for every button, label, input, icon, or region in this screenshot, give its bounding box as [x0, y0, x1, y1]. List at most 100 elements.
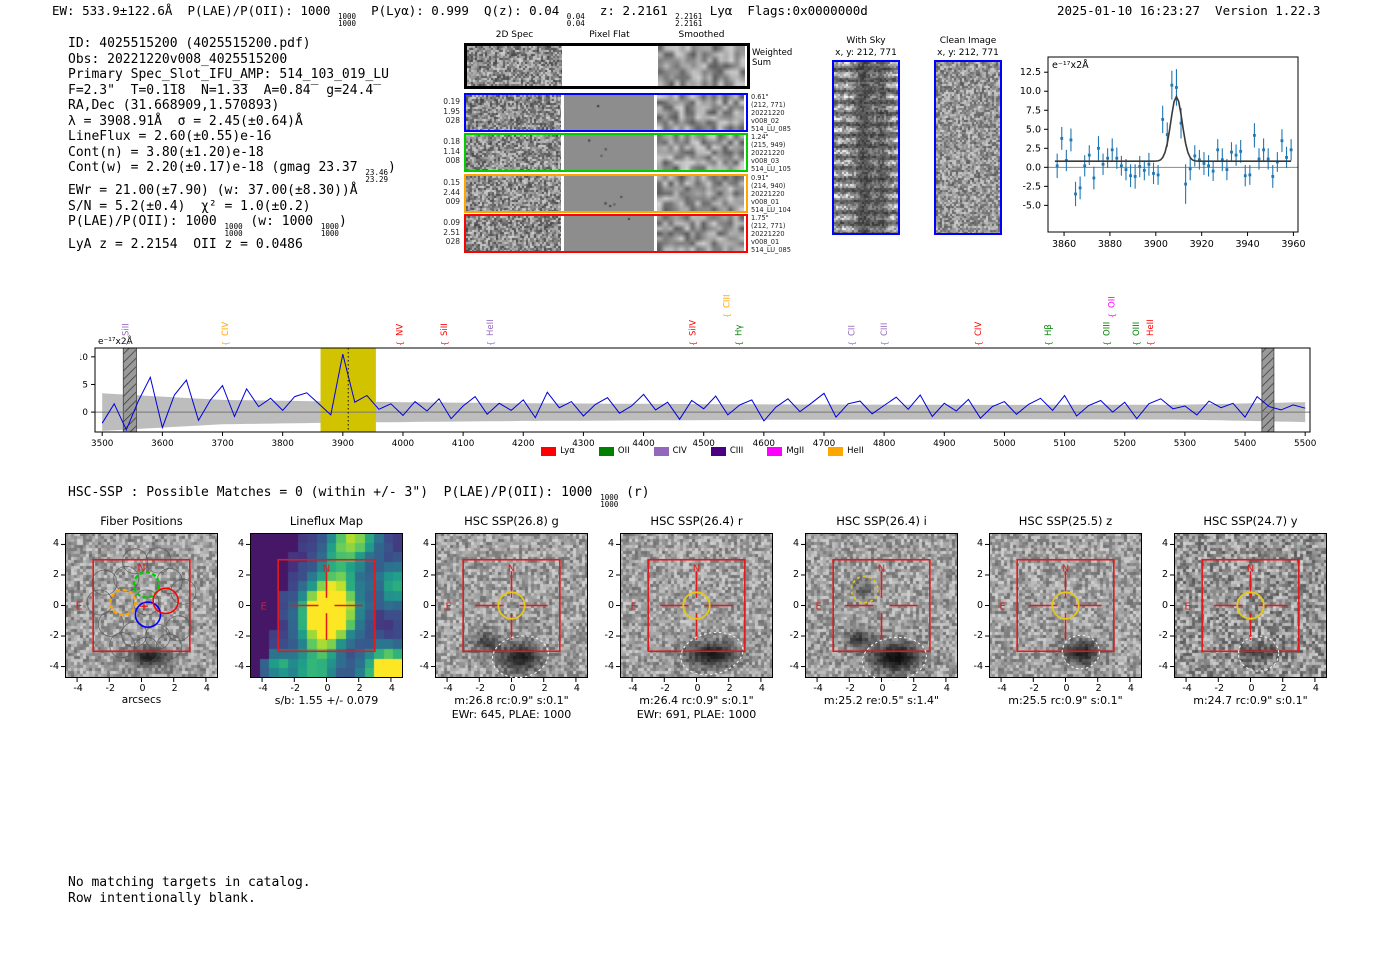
svg-text:{: {	[880, 341, 889, 346]
legend-swatch-MgII	[767, 446, 783, 456]
panel-6-xtick: 4	[1312, 683, 1319, 694]
panel-4-ytick: -2	[789, 630, 799, 642]
info-line-1: Obs: 20221220v008_4025515200	[68, 52, 396, 68]
svg-text:3860: 3860	[1052, 239, 1076, 250]
svg-text:7.5: 7.5	[1026, 105, 1041, 116]
panel-1-ytick: 0	[237, 599, 244, 611]
info-segment: Primary Spec_Slot_IFU_AMP: 514_103_019_L…	[68, 67, 389, 82]
header-segment: Lyα Flags:0x0000000d	[702, 3, 868, 18]
legend-swatch-HeII	[828, 446, 844, 456]
svg-text:SiII: SiII	[122, 323, 132, 336]
stacked-limits: 23.46 23.29	[365, 168, 388, 184]
svg-text:3920: 3920	[1190, 239, 1214, 250]
svg-text:3700: 3700	[211, 439, 234, 449]
info-segment: Cont(w) = 2.20(±0.17)e-18 (gmag 23.37	[68, 160, 366, 175]
panel-2-xtick: 2	[541, 683, 548, 694]
header-summary: EW: 533.9±122.6Å P(LAE)/P(OII): 1000 100…	[52, 3, 868, 27]
spec2d-row-3	[464, 174, 748, 213]
panel-3-xtick: 0	[694, 683, 701, 694]
panel-1-ytick: -2	[234, 630, 244, 642]
info-segment: λ = 3908.91Å σ = 2.45(±0.64)Å	[68, 113, 303, 129]
panel-0-xlabel: arcsecs	[121, 694, 162, 706]
stacked-limits: 1000 1000	[320, 222, 339, 238]
info-segment: S/N = 5.2(±0.4) χ² = 1.0(±0.2)	[68, 198, 311, 214]
svg-text:5400: 5400	[1234, 439, 1257, 449]
panel-1-xtick: -2	[290, 683, 301, 694]
spec2d-row-1-seg-0-image	[466, 95, 561, 130]
svg-text:0: 0	[82, 408, 88, 418]
spec2d-row-4	[464, 214, 748, 253]
panel-image-2	[435, 533, 588, 678]
svg-text:Hβ: Hβ	[1044, 324, 1054, 336]
panel-5-xtick: 4	[1127, 683, 1134, 694]
svg-text:4200: 4200	[512, 439, 535, 449]
panel-3-caption-1: EWr: 691, PLAE: 1000	[636, 708, 757, 721]
sky-panel-title-1: Clean Image x, y: 212, 771	[937, 36, 999, 58]
spec2d-row-4-seg-2-image	[657, 216, 744, 251]
panel-4-xtick: -4	[813, 683, 823, 694]
svg-text:CIII: CIII	[880, 323, 890, 336]
svg-text:{: {	[395, 341, 404, 346]
spec2d-row-2-right-labels: 1.24" (215, 949) 20221220 v008_03 514_LU_105	[751, 133, 791, 173]
panel-3-ytick: 0	[607, 599, 614, 611]
svg-text:{: {	[440, 341, 449, 346]
spec2d-row-2-seg-0-image	[466, 135, 561, 170]
panel-0-xtick: 0	[139, 683, 146, 694]
info-line-5: λ = 3908.91Å σ = 2.45(±0.64)Å	[68, 114, 396, 130]
panel-5-caption-0: m:25.5 rc:0.9" s:0.1"	[1008, 694, 1123, 707]
svg-text:4600: 4600	[753, 439, 776, 449]
info-line-2: Primary Spec_Slot_IFU_AMP: 514_103_019_L…	[68, 67, 396, 83]
svg-text:{: {	[486, 341, 495, 346]
svg-text:N: N	[693, 564, 700, 575]
panel-3-caption-0: m:26.4 rc:0.9" s:0.1"	[639, 694, 754, 707]
panel-image-3	[620, 533, 773, 678]
spec2d-row-3-left-labels: 0.15 2.44 009	[443, 178, 460, 206]
panel-6-xtick: -2	[1214, 683, 1225, 694]
info-line-0: ID: 4025515200 (4025515200.pdf)	[68, 36, 396, 52]
panel-title-3: HSC SSP(26.4) r	[650, 514, 743, 528]
panel-image-0	[65, 533, 218, 678]
panel-1-ytick: -4	[234, 660, 244, 672]
svg-text:4100: 4100	[452, 439, 475, 449]
panel-2-xtick: -2	[475, 683, 486, 694]
svg-text:10: 10	[80, 353, 88, 363]
panel-0-xtick: -4	[73, 683, 83, 694]
panel-6-ytick: 4	[1161, 538, 1168, 550]
svg-text:E: E	[75, 600, 82, 613]
panel-5-xtick: -4	[997, 683, 1007, 694]
svg-text:0.0: 0.0	[1026, 162, 1041, 173]
spec2d-row-2-left-labels: 0.18 1.14 008	[443, 137, 460, 165]
footer-line-0: No matching targets in catalog.	[68, 875, 311, 890]
svg-text:4300: 4300	[572, 439, 595, 449]
svg-text:CIV: CIV	[974, 322, 984, 336]
info-line-10: S/N = 5.2(±0.4) χ² = 1.0(±0.2)	[68, 199, 396, 215]
panel-1-xtick: 4	[388, 683, 395, 694]
panel-title-2: HSC SSP(26.8) g	[464, 514, 559, 528]
spec2d-row-1	[464, 93, 748, 132]
panel-0-xtick: -2	[105, 683, 116, 694]
svg-text:10.0: 10.0	[1020, 86, 1041, 97]
footer-notes: No matching targets in catalog. Row inten…	[68, 875, 311, 906]
panel-2-ytick: -2	[419, 630, 429, 642]
sky-panel-image-0	[832, 60, 900, 235]
panel-overlay-svg-6: NE	[1170, 533, 1327, 682]
svg-text:OII: OII	[1108, 296, 1118, 308]
panel-title-4: HSC SSP(26.4) i	[836, 514, 927, 528]
panel-0-ytick: 0	[52, 599, 59, 611]
info-segment: EWr = 21.00(±7.90) (w: 37.00(±8.30))Å	[68, 183, 358, 198]
hsc-segment: HSC-SSP : Possible Matches = 0 (within +…	[68, 485, 601, 500]
panel-1-xtick: -4	[258, 683, 268, 694]
hsc-segment: (r)	[618, 485, 650, 500]
svg-text:3800: 3800	[271, 439, 294, 449]
svg-text:{: {	[122, 341, 131, 346]
svg-text:N: N	[508, 564, 515, 575]
svg-text:N: N	[323, 564, 330, 575]
panel-2-xtick: 4	[573, 683, 580, 694]
svg-text:3900: 3900	[332, 439, 355, 449]
svg-text:{: {	[1108, 313, 1117, 318]
